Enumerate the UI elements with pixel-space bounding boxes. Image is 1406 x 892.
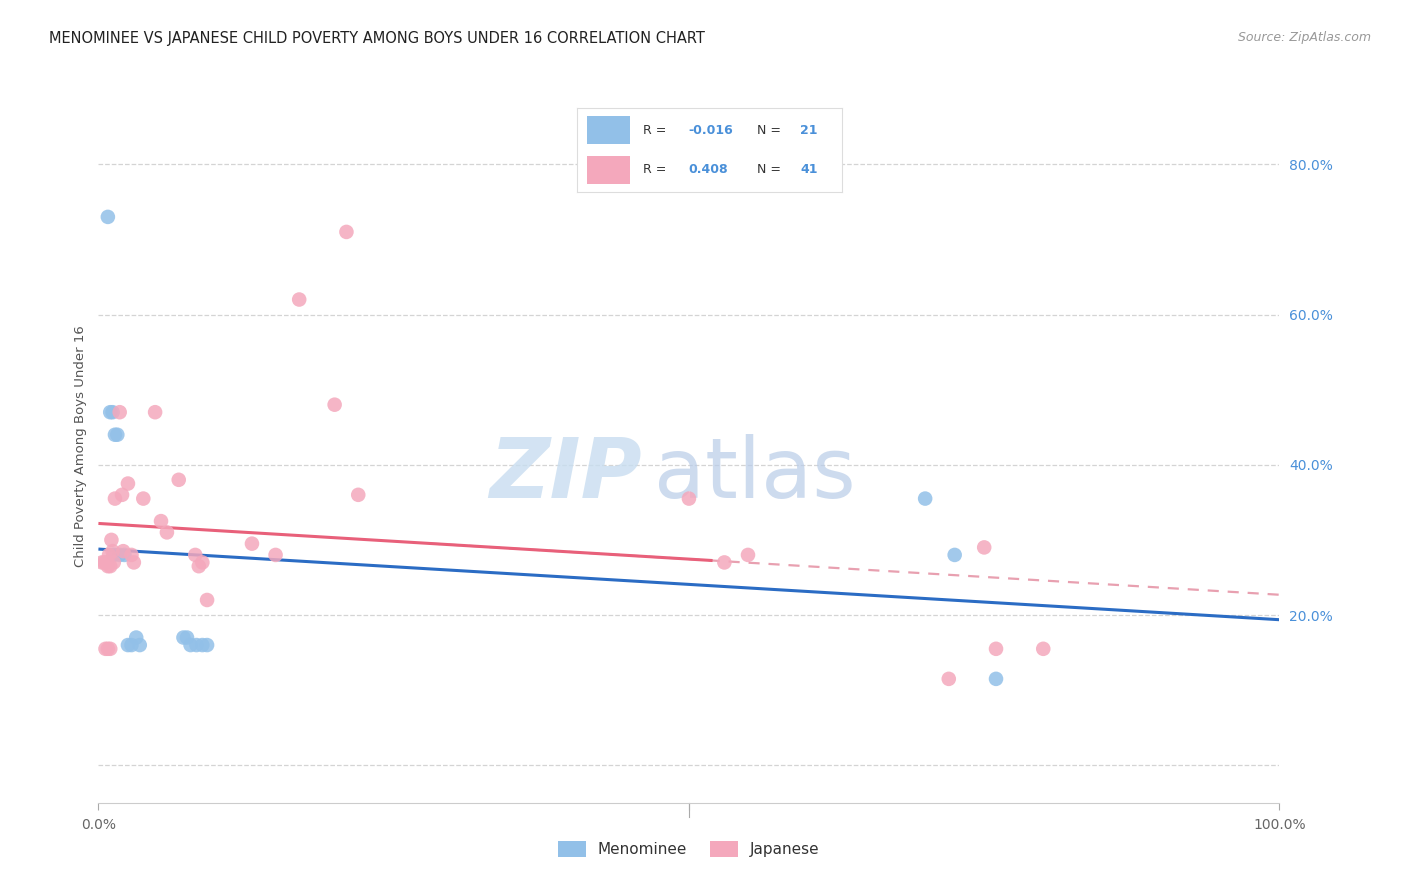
- Point: [191, 638, 214, 652]
- Point: [323, 398, 346, 412]
- Point: [117, 476, 139, 491]
- Point: [713, 556, 735, 570]
- Point: [117, 638, 139, 652]
- Text: ZIP: ZIP: [489, 434, 641, 515]
- Point: [172, 631, 194, 645]
- Point: [108, 405, 131, 419]
- Point: [98, 559, 121, 574]
- Point: [191, 556, 214, 570]
- Point: [98, 548, 121, 562]
- Point: [943, 548, 966, 562]
- Point: [108, 548, 131, 562]
- Point: [737, 548, 759, 562]
- Point: [180, 638, 202, 652]
- Point: [103, 548, 125, 562]
- Point: [187, 559, 209, 574]
- Point: [96, 556, 118, 570]
- Point: [112, 548, 135, 562]
- Point: [104, 427, 127, 442]
- Point: [143, 405, 166, 419]
- Point: [112, 544, 135, 558]
- Point: [156, 525, 179, 540]
- Point: [100, 533, 122, 547]
- Point: [973, 541, 995, 555]
- Point: [176, 631, 198, 645]
- Point: [914, 491, 936, 506]
- Text: atlas: atlas: [654, 434, 855, 515]
- Point: [984, 641, 1007, 656]
- Point: [101, 544, 124, 558]
- Point: [184, 548, 207, 562]
- Text: MENOMINEE VS JAPANESE CHILD POVERTY AMONG BOYS UNDER 16 CORRELATION CHART: MENOMINEE VS JAPANESE CHILD POVERTY AMON…: [49, 31, 704, 46]
- Legend: Menominee, Japanese: Menominee, Japanese: [553, 835, 825, 863]
- Point: [1032, 641, 1054, 656]
- Point: [195, 593, 218, 607]
- Point: [94, 641, 117, 656]
- Point: [97, 559, 120, 574]
- Point: [240, 536, 263, 550]
- Point: [167, 473, 190, 487]
- Point: [104, 491, 127, 506]
- Point: [347, 488, 370, 502]
- Y-axis label: Child Poverty Among Boys Under 16: Child Poverty Among Boys Under 16: [75, 325, 87, 567]
- Point: [97, 210, 120, 224]
- Text: Source: ZipAtlas.com: Source: ZipAtlas.com: [1237, 31, 1371, 45]
- Point: [121, 548, 143, 562]
- Point: [195, 638, 218, 652]
- Point: [132, 491, 155, 506]
- Point: [91, 556, 114, 570]
- Point: [121, 638, 143, 652]
- Point: [101, 405, 124, 419]
- Point: [128, 638, 150, 652]
- Point: [103, 556, 125, 570]
- Point: [93, 556, 115, 570]
- Point: [938, 672, 960, 686]
- Point: [98, 405, 121, 419]
- Point: [98, 641, 121, 656]
- Point: [186, 638, 208, 652]
- Point: [984, 672, 1007, 686]
- Point: [288, 293, 311, 307]
- Point: [111, 488, 134, 502]
- Point: [150, 514, 173, 528]
- Point: [678, 491, 700, 506]
- Point: [97, 641, 120, 656]
- Point: [335, 225, 357, 239]
- Point: [122, 556, 145, 570]
- Point: [125, 631, 148, 645]
- Point: [264, 548, 287, 562]
- Point: [105, 427, 128, 442]
